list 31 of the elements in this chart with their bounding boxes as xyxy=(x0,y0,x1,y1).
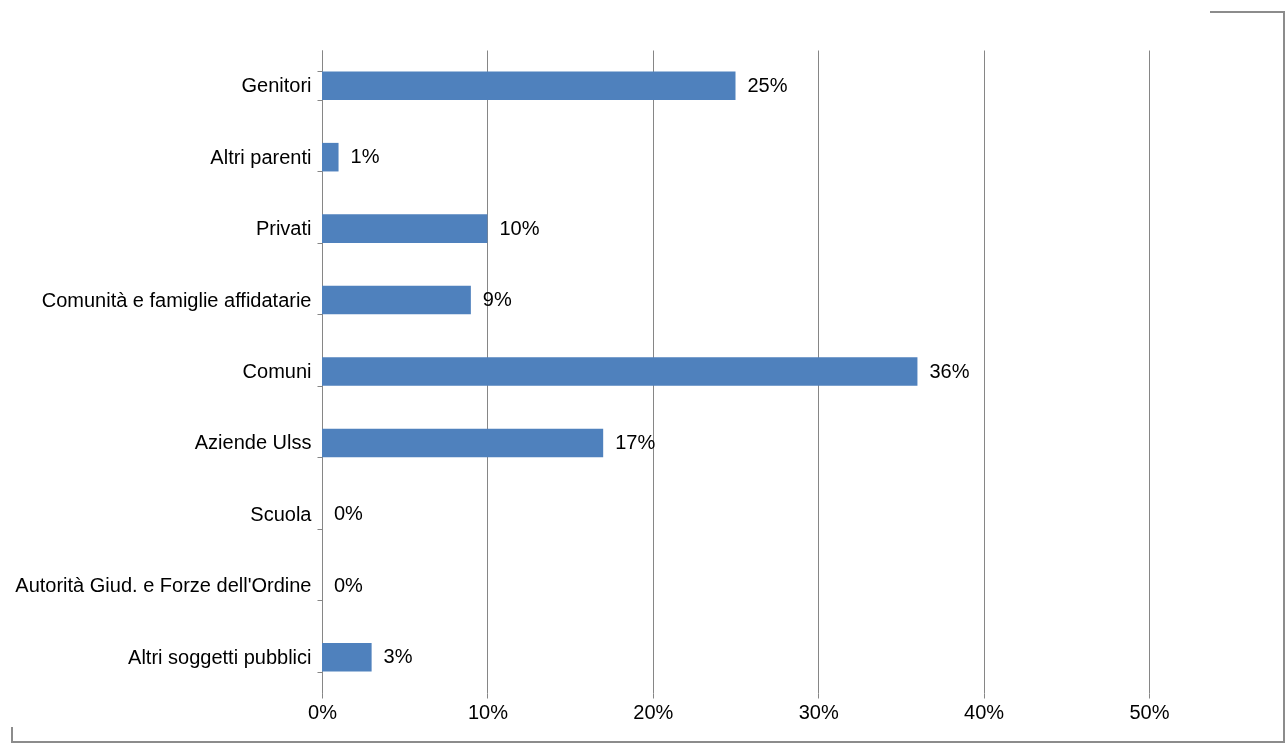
bar xyxy=(322,285,471,315)
data-label: 0% xyxy=(334,502,364,525)
x-tick-label: 40% xyxy=(964,700,1005,723)
bar xyxy=(322,428,604,458)
data-label: 3% xyxy=(383,645,413,668)
bar xyxy=(322,142,339,172)
bar xyxy=(322,71,736,101)
data-label: 36% xyxy=(929,359,970,382)
x-tick-label: 0% xyxy=(308,700,338,723)
y-tick-label: Comuni xyxy=(242,360,312,382)
y-tick-label: Altri parenti xyxy=(210,145,312,168)
bar xyxy=(322,357,918,386)
x-tick-label: 20% xyxy=(633,700,674,723)
y-tick-label: Altri soggetti pubblici xyxy=(128,645,312,668)
data-label: 10% xyxy=(499,216,540,239)
y-tick-label: Autorità Giud. e Forze dell'Ordine xyxy=(15,574,312,597)
data-label: 1% xyxy=(350,145,380,168)
bar xyxy=(322,214,488,243)
y-tick-label: Scuola xyxy=(250,502,313,525)
x-tick-label: 10% xyxy=(467,700,509,723)
data-label: 0% xyxy=(334,573,364,596)
y-tick-label: Privati xyxy=(255,217,312,240)
y-tick-label: Genitori xyxy=(241,74,312,97)
data-label: 9% xyxy=(482,288,512,311)
bar xyxy=(322,642,372,672)
x-tick-label: 30% xyxy=(798,700,839,723)
data-label: 17% xyxy=(615,430,656,453)
y-tick-label: Aziende Ulss xyxy=(194,431,312,454)
y-tick-label: Comunità e famiglie affidatarie xyxy=(41,288,312,311)
x-tick-label: 50% xyxy=(1129,700,1170,723)
data-label: 25% xyxy=(747,73,788,96)
